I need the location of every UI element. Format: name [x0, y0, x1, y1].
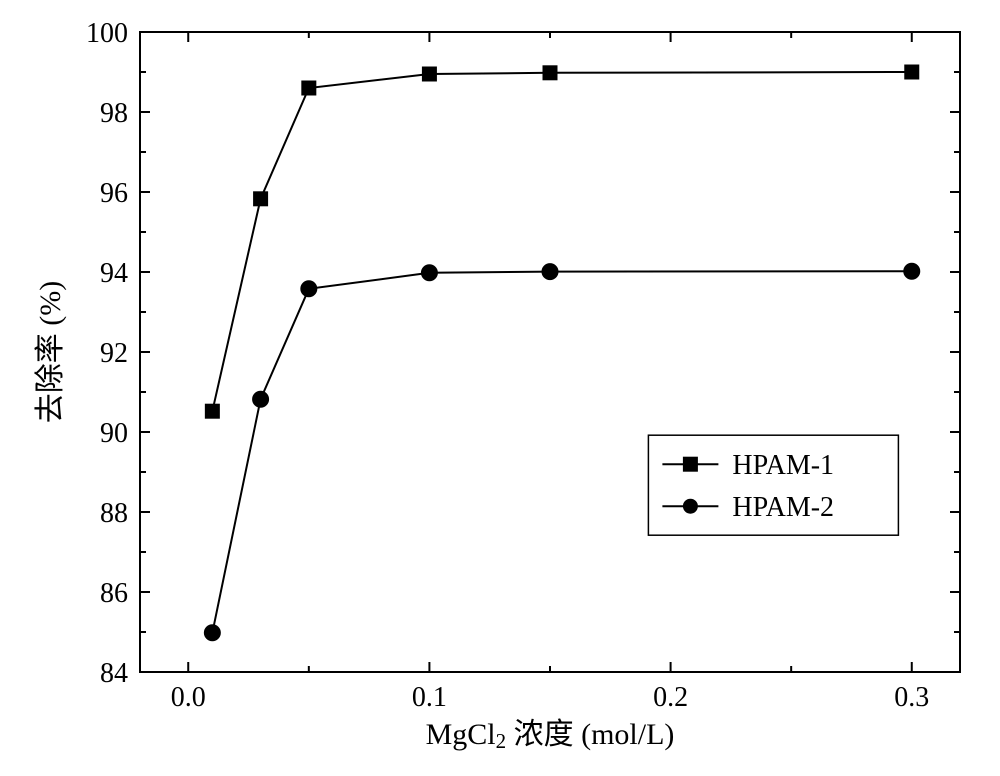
series-marker-1	[301, 281, 317, 297]
x-tick-label: 0.3	[894, 682, 929, 713]
y-tick-label: 88	[100, 498, 128, 529]
x-axis-label: MgCl2 浓度 (mol/L)	[426, 718, 675, 753]
series-marker-0	[543, 66, 557, 80]
series-marker-1	[904, 263, 920, 279]
chart-container: 0.0 0.1 0.2 0.3 84 86 88 90 92 94 96 98 100 MgCl2 浓度 …	[0, 0, 1000, 776]
series-marker-0	[254, 192, 268, 206]
y-tick-label: 100	[86, 18, 128, 49]
legend-label-1: HPAM-2	[732, 492, 834, 523]
chart-svg: 0.0 0.1 0.2 0.3 84 86 88 90 92 94 96 98 100 MgCl2 浓度 …	[0, 0, 1000, 776]
series-marker-1	[253, 391, 269, 407]
series-marker-1	[421, 265, 437, 281]
series-marker-0	[905, 65, 919, 79]
series-marker-1	[204, 625, 220, 641]
series-marker-0	[302, 81, 316, 95]
y-tick-label: 98	[100, 98, 128, 129]
y-tick-label: 96	[100, 178, 128, 209]
series-marker-0	[205, 404, 219, 418]
series-marker-1	[542, 264, 558, 280]
series-marker-0	[422, 67, 436, 81]
x-tick-label: 0.2	[653, 682, 688, 713]
y-tick-label: 90	[100, 418, 128, 449]
legend-label-0: HPAM-1	[732, 450, 834, 481]
y-axis-label: 去除率 (%)	[34, 281, 67, 423]
y-tick-label: 94	[100, 258, 128, 289]
y-tick-label: 92	[100, 338, 128, 369]
x-tick-label: 0.1	[412, 682, 447, 713]
x-tick-label: 0.0	[171, 682, 206, 713]
y-tick-label: 86	[100, 578, 128, 609]
y-tick-label: 84	[100, 658, 128, 689]
